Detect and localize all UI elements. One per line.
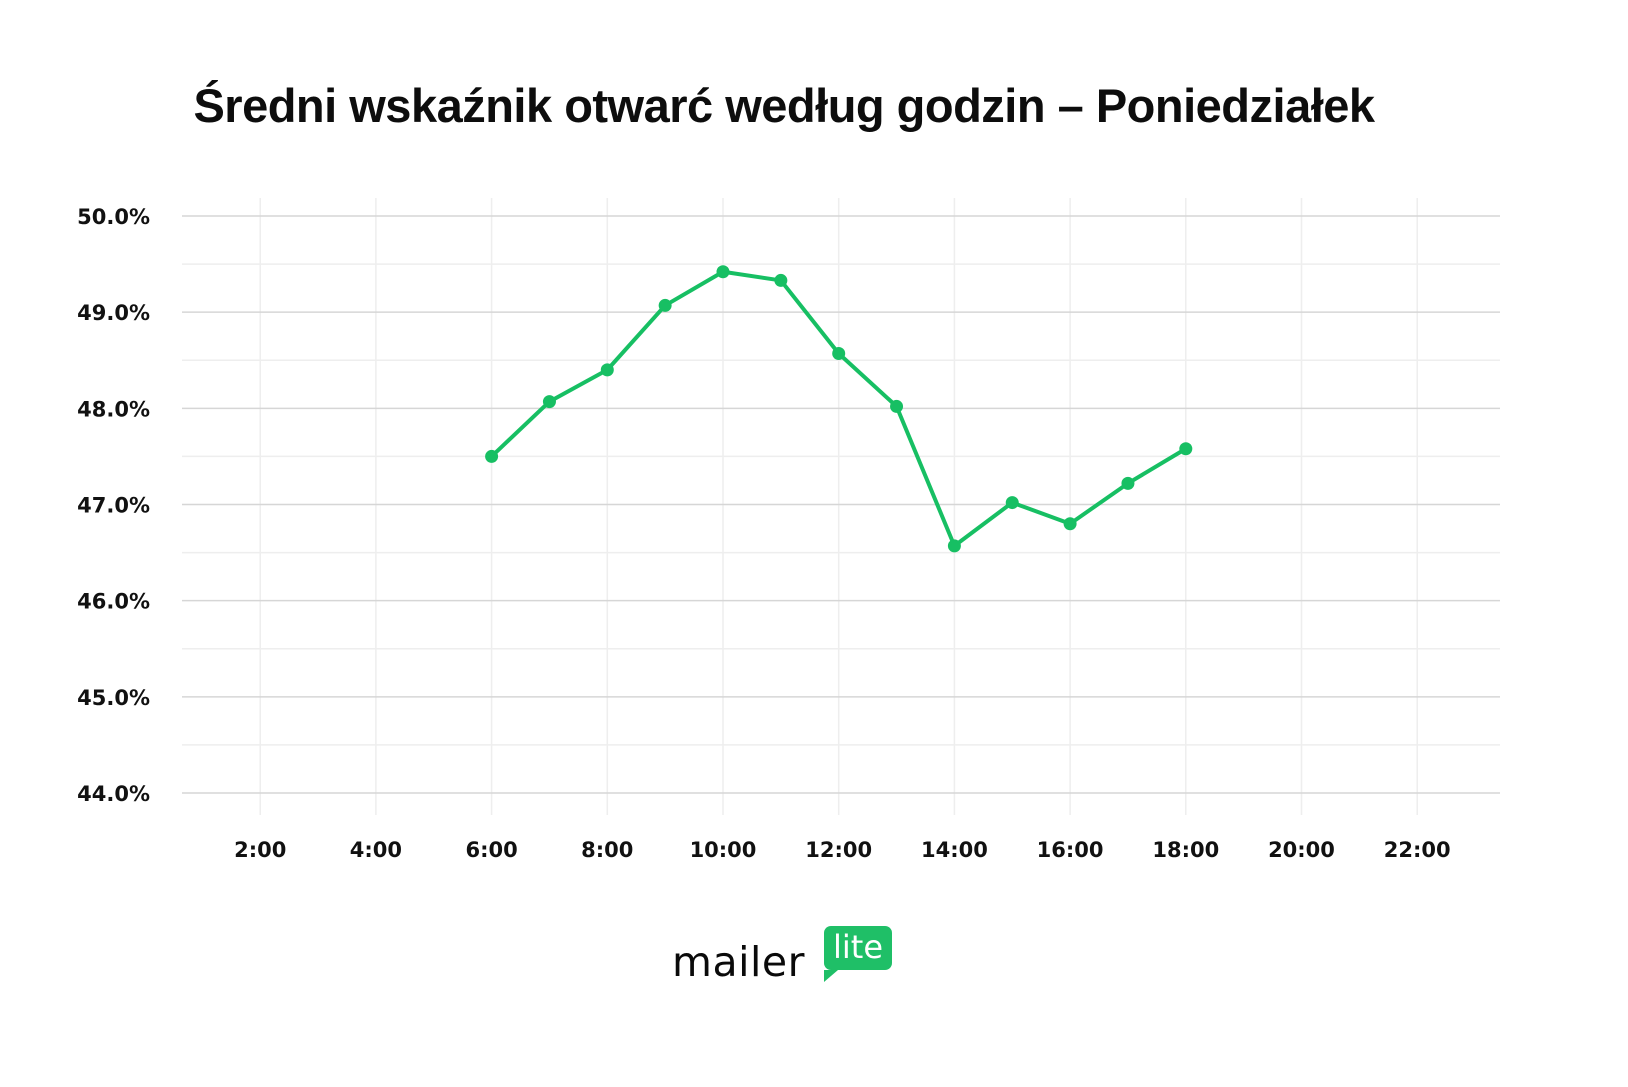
y-axis-labels: 50.0% 49.0% 48.0% 47.0% 46.0% 45.0% 44.0%	[77, 205, 150, 806]
x-axis-labels: 2:00 4:00 6:00 8:00 10:00 12:00 14:00 16:00 18:0…	[234, 838, 1451, 862]
x-tick-label: 14:00	[921, 838, 988, 862]
major-gridlines	[182, 215, 1500, 794]
data-point	[542, 395, 556, 409]
data-point	[1179, 442, 1193, 456]
minor-gridlines	[182, 263, 1500, 746]
data-point	[1063, 517, 1077, 531]
data-point	[1005, 496, 1019, 510]
data-point	[658, 298, 672, 312]
x-tick-label: 18:00	[1152, 838, 1219, 862]
data-point	[947, 539, 961, 553]
data-point	[890, 399, 904, 413]
x-tick-label: 16:00	[1037, 838, 1104, 862]
data-point	[1121, 476, 1135, 490]
x-tick-label: 22:00	[1384, 838, 1451, 862]
data-point	[485, 449, 499, 463]
vertical-gridlines	[259, 198, 1418, 815]
y-tick-label: 46.0%	[77, 590, 150, 614]
y-tick-label: 48.0%	[77, 397, 150, 421]
y-tick-label: 45.0%	[77, 686, 150, 710]
mailerlite-logo: mailer lite	[672, 926, 902, 986]
x-tick-label: 20:00	[1268, 838, 1335, 862]
y-tick-label: 47.0%	[77, 494, 150, 518]
chart-title: Średni wskaźnik otwarć według godzin – P…	[193, 79, 1375, 132]
logo-wordmark: mailer	[672, 938, 805, 986]
y-tick-label: 49.0%	[77, 301, 150, 325]
data-point	[716, 265, 730, 279]
x-tick-label: 4:00	[350, 838, 402, 862]
logo-badge-text: lite	[832, 928, 883, 966]
speech-bubble-icon: lite	[824, 926, 892, 982]
x-tick-label: 12:00	[805, 838, 872, 862]
data-point	[600, 363, 614, 377]
x-tick-label: 10:00	[690, 838, 757, 862]
y-tick-label: 50.0%	[77, 205, 150, 229]
x-tick-label: 2:00	[234, 838, 286, 862]
y-tick-label: 44.0%	[77, 782, 150, 806]
line-chart: 50.0% 49.0% 48.0% 47.0% 46.0% 45.0% 44.0% 2:00…	[77, 198, 1500, 862]
x-tick-label: 6:00	[465, 838, 517, 862]
data-point	[774, 273, 788, 287]
data-points	[485, 265, 1193, 553]
data-point	[832, 347, 846, 361]
x-tick-label: 8:00	[581, 838, 633, 862]
